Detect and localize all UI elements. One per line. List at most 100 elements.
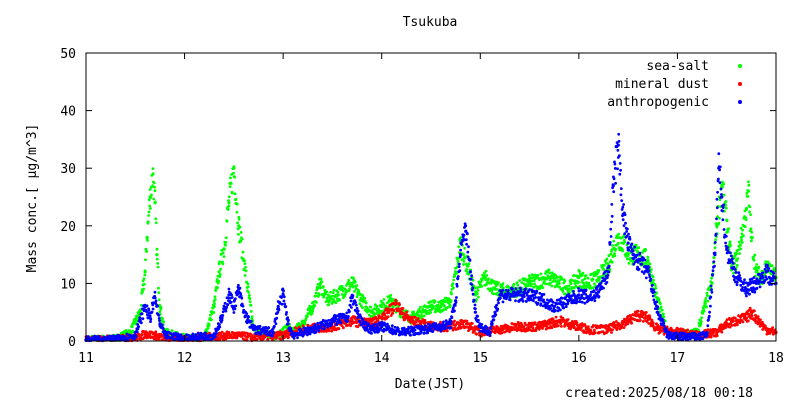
series-point bbox=[153, 185, 157, 189]
series-point bbox=[753, 309, 756, 313]
series-point bbox=[452, 278, 456, 282]
series-point bbox=[236, 292, 240, 296]
series-point bbox=[450, 292, 453, 296]
series-point bbox=[358, 302, 362, 305]
series-point bbox=[485, 326, 489, 329]
series-point bbox=[347, 279, 351, 282]
series-point bbox=[344, 314, 348, 318]
series-point bbox=[151, 303, 155, 307]
series-point bbox=[229, 176, 232, 180]
series-point bbox=[445, 329, 449, 333]
series-point bbox=[409, 333, 412, 337]
series-point bbox=[379, 327, 382, 331]
series-point bbox=[626, 254, 630, 257]
series-point bbox=[160, 323, 164, 326]
series-point bbox=[495, 303, 498, 307]
series-point bbox=[466, 264, 470, 268]
series-point bbox=[241, 304, 245, 308]
series-point bbox=[342, 326, 345, 330]
series-point bbox=[206, 326, 210, 330]
series-point bbox=[154, 217, 158, 221]
series-point bbox=[155, 257, 159, 261]
series-point bbox=[154, 299, 158, 303]
series-point bbox=[416, 317, 420, 320]
series-point bbox=[593, 282, 596, 286]
series-point bbox=[458, 262, 461, 266]
series-point bbox=[419, 305, 422, 309]
series-point bbox=[249, 319, 253, 323]
series-point bbox=[455, 296, 458, 299]
series-point bbox=[386, 322, 389, 326]
series-point bbox=[626, 257, 629, 261]
series-point bbox=[597, 269, 601, 272]
series-point bbox=[248, 293, 251, 297]
series-point bbox=[412, 326, 416, 330]
series-point bbox=[213, 298, 217, 301]
series-point bbox=[613, 323, 617, 327]
series-point bbox=[332, 288, 336, 292]
series-point bbox=[317, 293, 321, 297]
series-point bbox=[170, 329, 174, 332]
series-point bbox=[282, 289, 285, 293]
series-point bbox=[233, 192, 237, 196]
series-point bbox=[140, 333, 144, 337]
series-point bbox=[174, 331, 178, 335]
series-point bbox=[282, 295, 286, 299]
series-point bbox=[218, 338, 222, 341]
series-point bbox=[327, 329, 331, 333]
series-point bbox=[223, 301, 227, 305]
series-point bbox=[334, 317, 338, 321]
series-point bbox=[246, 285, 250, 289]
series-point bbox=[136, 323, 140, 326]
series-point bbox=[281, 292, 285, 295]
series-point bbox=[728, 240, 732, 244]
series-point bbox=[522, 325, 525, 328]
series-point bbox=[456, 277, 460, 281]
series-point bbox=[604, 326, 608, 330]
series-point bbox=[748, 306, 752, 310]
series-point bbox=[616, 326, 619, 329]
series-point bbox=[232, 171, 235, 175]
series-point bbox=[725, 318, 729, 322]
series-point bbox=[452, 286, 455, 290]
series-point bbox=[488, 334, 492, 337]
series-point bbox=[234, 197, 238, 201]
series-point bbox=[501, 288, 505, 292]
series-point bbox=[413, 315, 417, 319]
series-point bbox=[341, 289, 345, 293]
series-point bbox=[211, 306, 215, 310]
series-point bbox=[230, 293, 234, 297]
series-point bbox=[602, 263, 606, 267]
series-point bbox=[585, 281, 589, 285]
series-point bbox=[742, 234, 745, 238]
series-point bbox=[572, 286, 576, 290]
series-point bbox=[232, 165, 236, 169]
series-point bbox=[108, 334, 112, 338]
series-point bbox=[609, 252, 613, 256]
series-point bbox=[361, 306, 364, 309]
series-point bbox=[146, 220, 150, 224]
series-point bbox=[636, 250, 639, 254]
series-point bbox=[146, 239, 149, 242]
series-point bbox=[748, 210, 751, 214]
series-point bbox=[724, 200, 728, 203]
data-point bbox=[163, 333, 167, 337]
series-point bbox=[615, 328, 619, 331]
series-point bbox=[229, 182, 233, 185]
series-point bbox=[143, 282, 146, 286]
series-point bbox=[316, 282, 320, 286]
series-point bbox=[324, 300, 328, 303]
series-point bbox=[358, 320, 362, 324]
series-point bbox=[771, 326, 774, 329]
series-point bbox=[606, 262, 610, 266]
series-point bbox=[356, 316, 360, 320]
series-point bbox=[686, 328, 690, 332]
series-point bbox=[149, 196, 153, 199]
series-point bbox=[560, 325, 563, 328]
series-point bbox=[331, 291, 335, 295]
series-point bbox=[158, 319, 161, 322]
series-point bbox=[705, 305, 708, 308]
series-point bbox=[715, 334, 719, 338]
series-point bbox=[350, 281, 353, 285]
series-point bbox=[313, 323, 317, 327]
